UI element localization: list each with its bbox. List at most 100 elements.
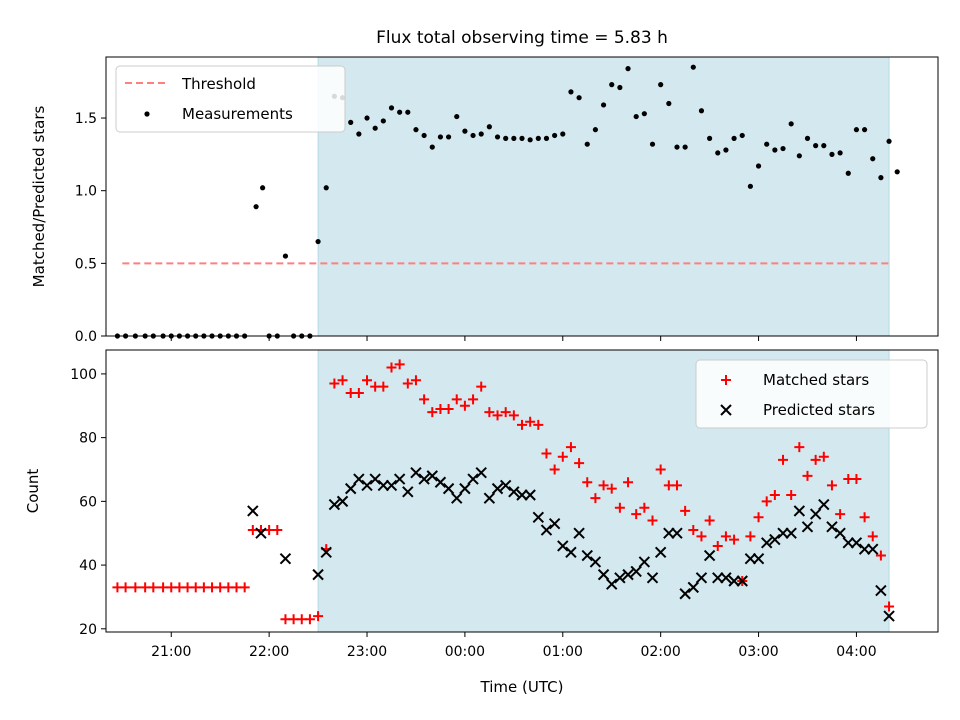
- predicted-star-point: [875, 584, 887, 597]
- matched-star-point: [884, 601, 895, 612]
- measurement-point: [853, 127, 860, 133]
- predicted-star-point: [760, 537, 773, 549]
- measurement-point: [641, 111, 647, 117]
- measurement-point: [511, 135, 517, 141]
- measurement-point: [788, 121, 794, 127]
- matched-star-point: [590, 493, 601, 504]
- observing-interval-shade: [317, 56, 890, 337]
- matched-star-point: [313, 611, 324, 622]
- measurement-point: [633, 113, 639, 120]
- measurement-point: [755, 163, 762, 169]
- y-tick-label: 80: [79, 431, 97, 447]
- predicted-star-point: [826, 521, 838, 533]
- measurement-point: [739, 132, 745, 139]
- y-tick-label: 1.0: [75, 184, 97, 200]
- legend-matched-swatch: [721, 375, 731, 385]
- y-tick-label: 100: [70, 367, 97, 383]
- measurement-point: [780, 145, 786, 152]
- measurement-point: [543, 135, 550, 141]
- predicted-star-point: [589, 556, 602, 568]
- measurement-point: [470, 132, 476, 139]
- predicted-star-point: [393, 473, 406, 485]
- predicted-star-point: [377, 479, 390, 492]
- bottom-panel: 20 40 60 80 100 21:00 22:00 23:00 00:00 01:00 02:0…: [24, 349, 939, 696]
- matched-star-point: [818, 451, 829, 462]
- predicted-star-point: [858, 543, 871, 555]
- measurement-point: [584, 141, 590, 147]
- predicted-star-point: [638, 556, 651, 568]
- y-tick-label: 20: [79, 622, 97, 638]
- predicted-star-point: [434, 476, 447, 488]
- predicted-star-point: [353, 473, 365, 485]
- matched-star-point: [647, 515, 658, 526]
- predicted-star-point: [630, 565, 642, 578]
- measurement-point: [348, 119, 354, 125]
- predicted-star-point: [540, 524, 553, 536]
- legend-measurements-label: Measurements: [182, 105, 293, 123]
- predicted-star-point: [459, 482, 471, 495]
- predicted-star-point: [451, 492, 463, 504]
- matched-star-point: [517, 419, 527, 430]
- predicted-star-point: [744, 553, 757, 565]
- predicted-star-point: [557, 540, 569, 552]
- matched-star-point: [476, 381, 487, 392]
- matched-star-point: [120, 582, 131, 593]
- predicted-star-point: [614, 572, 626, 584]
- y-tick-label: 0.0: [75, 329, 97, 345]
- matched-star-point: [851, 474, 862, 485]
- matched-star-point: [459, 400, 470, 411]
- predicted-star-point: [769, 533, 781, 546]
- predicted-star-point: [369, 473, 381, 485]
- measurement-point: [658, 82, 664, 88]
- matched-star-point: [753, 512, 764, 523]
- legend-box: [695, 359, 928, 429]
- matched-star-point: [378, 381, 389, 392]
- measurement-point: [666, 100, 672, 107]
- matched-star-point: [875, 550, 886, 561]
- predicted-star-point: [597, 568, 610, 581]
- matched-star-point: [778, 454, 789, 465]
- matched-star-point: [680, 505, 691, 516]
- matched-star-point: [394, 359, 405, 370]
- matched-star-point: [443, 403, 454, 414]
- measurement-point: [600, 102, 607, 108]
- measurement-point: [649, 141, 656, 147]
- measurement-point: [397, 109, 403, 115]
- predicted-star-point: [809, 508, 822, 520]
- matched-star-point: [557, 451, 568, 462]
- predicted-star-point: [867, 543, 879, 555]
- matched-star-point: [304, 614, 315, 625]
- predicted-star-point: [524, 489, 536, 501]
- measurement-point: [535, 135, 541, 141]
- matched-star-point: [500, 407, 511, 418]
- measurement-point: [845, 170, 851, 176]
- predicted-star-point: [442, 482, 455, 495]
- series-measurements: [114, 64, 900, 339]
- x-tick-label: 02:00: [640, 644, 680, 660]
- measurement-point: [870, 156, 876, 162]
- matched-star-point: [688, 525, 699, 536]
- x-tick-label: 21:00: [151, 644, 191, 660]
- matched-star-point: [419, 394, 430, 405]
- y-axis-label: Matched/Predicted stars: [30, 106, 48, 288]
- matched-star-point: [272, 525, 283, 536]
- matched-star-point: [614, 502, 625, 513]
- measurement-point: [421, 132, 427, 139]
- predicted-star-point: [336, 495, 349, 508]
- measurement-point: [707, 135, 713, 141]
- matched-star-point: [386, 362, 397, 373]
- matched-star-point: [867, 531, 878, 542]
- matched-star-point: [329, 378, 340, 389]
- matched-star-point: [451, 394, 462, 405]
- measurement-point: [731, 135, 737, 141]
- x-tick-label: 00:00: [445, 644, 485, 660]
- legend-threshold-label: Threshold: [181, 75, 256, 93]
- predicted-star-point: [646, 572, 659, 584]
- measurement-point: [886, 138, 892, 144]
- measurement-point: [821, 143, 827, 149]
- measurement-point: [625, 66, 631, 72]
- measurement-point: [315, 238, 321, 245]
- chart-title: Flux total observing time = 5.83 h: [376, 28, 668, 48]
- matched-star-point: [353, 388, 364, 399]
- matched-star-point: [362, 375, 373, 386]
